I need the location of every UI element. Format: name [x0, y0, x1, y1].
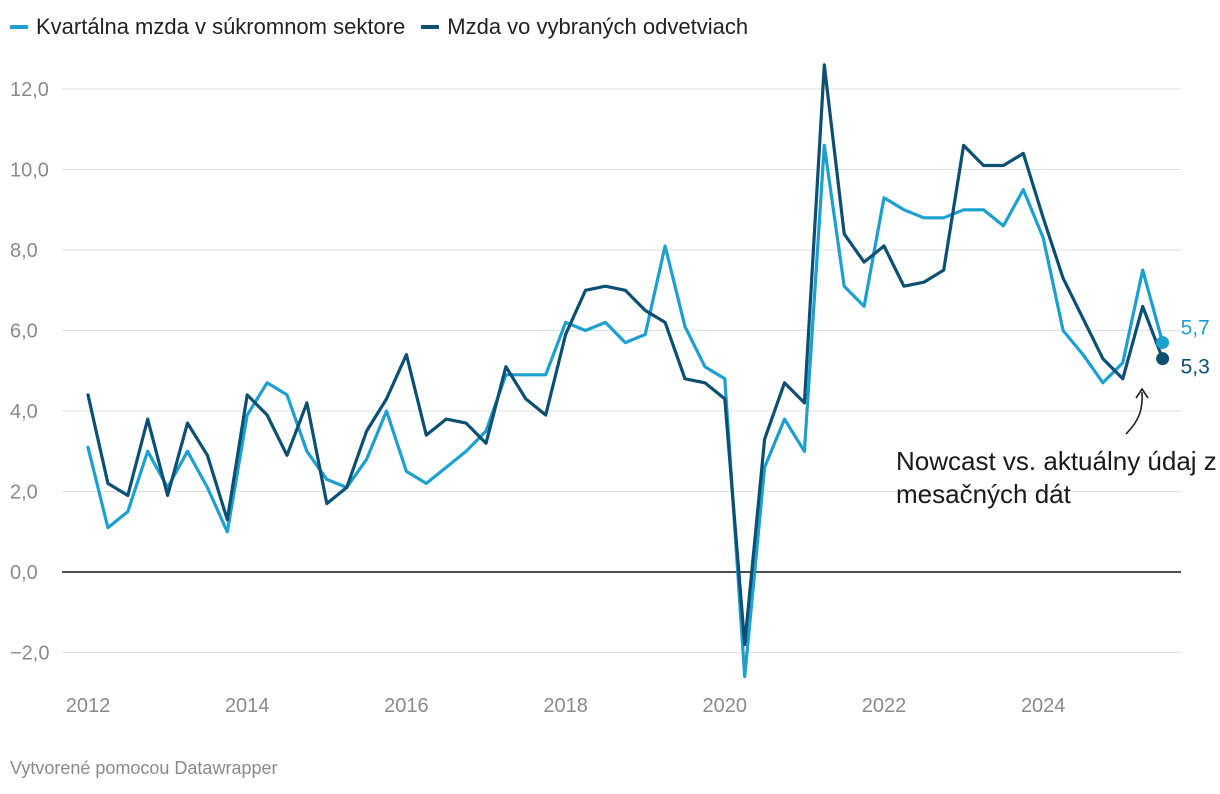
- end-point-1: [1156, 352, 1170, 366]
- x-tick-label: 2012: [66, 695, 111, 717]
- x-tick-label: 2016: [384, 695, 429, 717]
- end-label-1: 5,3: [1181, 356, 1210, 379]
- legend-swatch-private-sector: [10, 25, 28, 29]
- x-tick-label: 2020: [703, 695, 748, 717]
- x-axis: 2012 2014 2016 2018 2020 2022 2024: [66, 695, 1066, 717]
- annotation: Nowcast vs. aktuálny údaj z mesačných dá…: [896, 387, 1217, 509]
- y-tick-label: 4,0: [10, 401, 38, 423]
- y-tick-label: −2,0: [10, 643, 49, 665]
- x-tick-label: 2018: [543, 695, 588, 717]
- end-label-0: 5,7: [1181, 317, 1210, 340]
- x-tick-label: 2022: [862, 695, 907, 717]
- legend-item-selected-sectors: Mzda vo vybraných odvetviach: [421, 14, 748, 40]
- y-tick-label: 6,0: [10, 321, 38, 343]
- y-tick-label: 2,0: [10, 482, 38, 504]
- y-tick-label: 12,0: [10, 79, 49, 101]
- x-tick-label: 2024: [1021, 695, 1066, 717]
- legend-item-private-sector: Kvartálna mzda v súkromnom sektore: [10, 14, 405, 40]
- y-tick-label: 8,0: [10, 240, 38, 262]
- series-line-0: [86, 143, 1165, 679]
- footer-credit: Vytvorené pomocou Datawrapper: [10, 758, 278, 778]
- y-axis: −2,0 0,0 2,0 4,0 6,0 8,0 10,0 12,0: [10, 79, 49, 665]
- annotation-arrow: [1125, 391, 1143, 435]
- x-tick-label: 2014: [225, 695, 270, 717]
- series-line-1: [86, 63, 1165, 647]
- end-point-0: [1156, 336, 1170, 350]
- legend-label-selected-sectors: Mzda vo vybraných odvetviach: [447, 14, 749, 39]
- legend-swatch-selected-sectors: [421, 25, 440, 29]
- annotation-text-line1: Nowcast vs. aktuálny údaj z: [896, 446, 1217, 476]
- y-tick-label: 0,0: [10, 562, 38, 584]
- legend-label-private-sector: Kvartálna mzda v súkromnom sektore: [36, 14, 406, 39]
- end-points: 5,7 5,3: [1156, 317, 1210, 379]
- annotation-text-line2: mesačných dát: [896, 479, 1072, 509]
- series-lines: [86, 63, 1165, 679]
- legend: Kvartálna mzda v súkromnom sektore Mzda …: [10, 12, 748, 42]
- y-tick-label: 10,0: [10, 160, 49, 182]
- gridlines: [62, 88, 1181, 653]
- annotation-arrowhead: [1135, 387, 1149, 399]
